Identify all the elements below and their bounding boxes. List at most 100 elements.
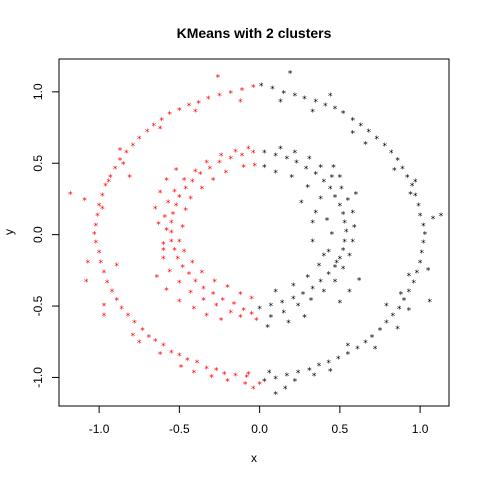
data-point: *	[217, 92, 222, 102]
data-point: *	[411, 279, 416, 289]
data-point: *	[164, 226, 169, 236]
data-point: *	[330, 174, 335, 184]
data-point: *	[94, 239, 99, 249]
data-point: *	[317, 362, 322, 372]
data-point: *	[346, 351, 351, 361]
data-point: *	[289, 174, 294, 184]
data-point: *	[153, 338, 158, 348]
data-point: *	[312, 372, 317, 382]
data-point: *	[334, 259, 339, 269]
data-point: *	[193, 278, 198, 288]
data-point: *	[240, 86, 245, 96]
data-point: *	[161, 255, 166, 265]
data-point: *	[110, 288, 115, 298]
data-point: *	[177, 279, 182, 289]
data-point: *	[249, 295, 254, 305]
data-point: *	[159, 116, 164, 126]
data-point: *	[187, 102, 192, 112]
data-point: *	[328, 92, 333, 102]
data-point: *	[317, 262, 322, 272]
data-point: *	[392, 166, 397, 176]
data-point: *	[389, 149, 394, 159]
y-tick-label: -1.0	[31, 367, 45, 388]
data-point: *	[341, 265, 346, 275]
data-point: *	[177, 352, 182, 362]
data-point: *	[257, 305, 262, 315]
data-point: *	[188, 195, 193, 205]
y-tick-label: 1.0	[31, 83, 45, 100]
data-point: *	[184, 185, 189, 195]
data-points: * * * * * * * * * * * * * * * * * * * * * * * * * * * * * * * * * * * * * * * *…	[68, 69, 444, 400]
data-point: *	[200, 185, 205, 195]
plot-frame	[58, 58, 450, 407]
x-axis-label: x	[251, 451, 257, 465]
data-point: *	[306, 273, 311, 283]
data-point: *	[140, 326, 145, 336]
data-point: *	[238, 98, 243, 108]
data-point: *	[118, 146, 123, 156]
data-point: *	[225, 378, 230, 388]
data-point: *	[384, 302, 389, 312]
data-point: *	[158, 351, 163, 361]
data-point: *	[167, 111, 172, 121]
x-tick-label: 0.5	[332, 422, 349, 436]
data-point: *	[200, 269, 205, 279]
data-point: *	[413, 178, 418, 188]
data-point: *	[166, 199, 171, 209]
data-point: *	[273, 391, 278, 401]
data-point: *	[97, 202, 102, 212]
data-point: *	[100, 192, 105, 202]
data-point: *	[156, 221, 161, 231]
data-point: *	[105, 279, 110, 289]
data-point: *	[98, 259, 103, 269]
data-point: *	[240, 152, 245, 162]
x-tick-label: 0.0	[251, 422, 268, 436]
chart-title: KMeans with 2 clusters	[177, 25, 332, 41]
data-point: *	[220, 296, 225, 306]
y-tick-label: 0.0	[31, 226, 45, 243]
data-point: *	[184, 206, 189, 216]
x-tick-label: 1.0	[412, 422, 429, 436]
data-point: *	[322, 288, 327, 298]
data-point: *	[214, 302, 219, 312]
data-point: *	[415, 269, 420, 279]
data-point: *	[391, 312, 396, 322]
data-point: *	[102, 312, 107, 322]
data-point: *	[293, 149, 298, 159]
data-point: *	[107, 178, 112, 188]
data-point: *	[333, 263, 338, 273]
data-point: *	[257, 381, 262, 391]
data-point: *	[421, 239, 426, 249]
data-point: *	[344, 228, 349, 238]
data-point: *	[219, 152, 224, 162]
data-point: *	[102, 269, 107, 279]
data-point: *	[384, 319, 389, 329]
data-point: *	[347, 288, 352, 298]
data-point: *	[410, 182, 415, 192]
data-point: *	[211, 176, 216, 186]
data-point: *	[301, 291, 306, 301]
data-point: *	[421, 222, 426, 232]
data-point: *	[347, 252, 352, 262]
data-point: *	[182, 176, 187, 186]
data-point: *	[293, 92, 298, 102]
data-point: *	[339, 185, 344, 195]
data-point: *	[326, 248, 331, 258]
data-point: *	[233, 148, 238, 158]
data-point: *	[310, 285, 315, 295]
data-point: *	[212, 278, 217, 288]
data-point: *	[358, 122, 363, 132]
data-point: *	[328, 368, 333, 378]
data-point: *	[330, 231, 335, 241]
data-point: *	[296, 369, 301, 379]
data-point: *	[201, 296, 206, 306]
data-point: *	[86, 259, 91, 269]
data-point: *	[307, 366, 312, 376]
data-point: *	[400, 165, 405, 175]
data-point: *	[299, 199, 304, 209]
data-point: *	[158, 189, 163, 199]
data-point: *	[103, 182, 108, 192]
data-point: *	[216, 74, 221, 84]
data-point: *	[423, 231, 428, 241]
data-point: *	[204, 365, 209, 375]
